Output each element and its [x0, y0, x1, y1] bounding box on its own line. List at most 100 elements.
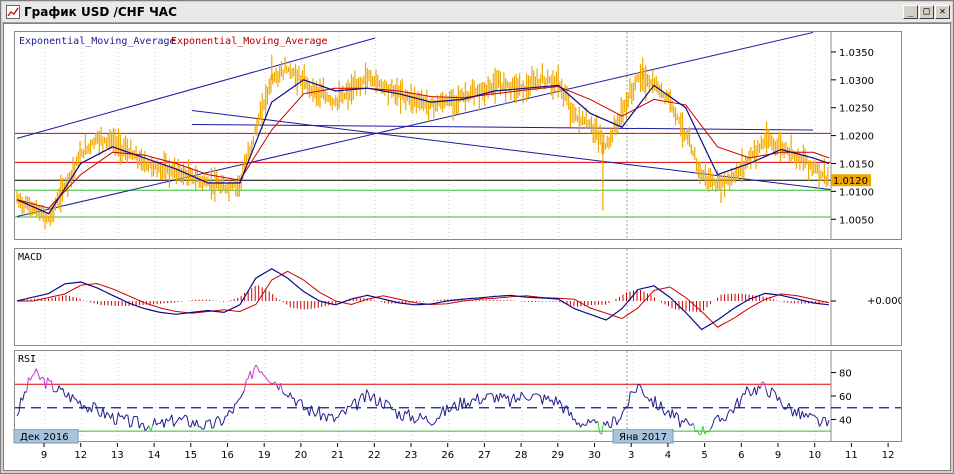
rsi-segment: [263, 374, 266, 378]
rsi-segment: [121, 415, 125, 420]
x-tick-label: 26: [441, 450, 454, 459]
rsi-segment: [654, 396, 658, 410]
rsi-segment: [647, 397, 650, 402]
rsi-segment: [671, 409, 675, 419]
rsi-segment: [459, 397, 463, 410]
rsi-segment: [228, 409, 232, 413]
rsi-segment: [461, 397, 465, 410]
rsi-segment: [410, 415, 413, 422]
rsi-segment: [677, 414, 681, 428]
rsi-segment: [297, 399, 301, 402]
price-tick-label: 1.0050: [839, 215, 874, 226]
rsi-segment: [249, 371, 253, 379]
rsi-segment: [421, 417, 425, 420]
rsi-segment: [136, 416, 140, 429]
rsi-segment: [215, 416, 219, 420]
rsi-segment: [37, 373, 41, 380]
ema-lines: [16, 79, 830, 215]
rsi-segment: [93, 401, 96, 405]
channel-line: [192, 123, 814, 131]
rsi-segment: [450, 405, 454, 411]
rsi-segment: [274, 381, 278, 386]
price-tick-label: 1.0200: [839, 132, 874, 143]
rsi-segment: [494, 394, 498, 403]
rsi-segment: [820, 417, 824, 424]
rsi-segment: [219, 418, 222, 426]
rsi-segment: [200, 426, 203, 430]
x-tick-label: 20: [295, 450, 308, 459]
macd-lines: [16, 267, 830, 331]
rsi-segment: [786, 402, 790, 409]
rsi-segment: [784, 407, 788, 410]
price-panel[interactable]: 1.0350 1.0300 1.0250 1.0200 1.0150 1.0100 1.00…: [14, 31, 902, 240]
rsi-segment: [593, 419, 597, 424]
rsi-segment: [809, 412, 813, 416]
rsi-segment: [39, 376, 43, 380]
rsi-segment: [79, 400, 83, 410]
rsi-segment: [736, 398, 740, 409]
rsi-segment: [748, 390, 752, 397]
rsi-tick-label: 80: [839, 369, 852, 380]
rsi-segment: [801, 411, 805, 418]
rsi-segment: [171, 414, 175, 427]
rsi-segment: [22, 391, 26, 401]
rsi-segment: [734, 398, 738, 405]
rsi-segment: [711, 418, 715, 426]
rsi-segment: [156, 422, 159, 426]
rsi-segment: [306, 408, 310, 416]
rsi-segment: [773, 389, 776, 394]
rsi-segment: [624, 406, 627, 410]
chart-client-area: 1.0350 1.0300 1.0250 1.0200 1.0150 1.0100 1.00…: [3, 23, 951, 471]
rsi-segment: [601, 421, 605, 435]
close-button[interactable]: ✕: [935, 5, 950, 19]
rsi-segment: [524, 397, 528, 401]
rsi-segment: [402, 411, 406, 421]
rsi-segment: [115, 412, 119, 425]
rsi-segment: [440, 406, 444, 414]
rsi-segment: [50, 380, 54, 392]
rsi-segment: [100, 407, 104, 417]
rsi-segment: [331, 413, 335, 423]
title-bar[interactable]: График USD /CHF ЧАС _ □ ✕: [2, 2, 952, 23]
rsi-segment: [326, 413, 329, 422]
rsi-segment: [819, 423, 822, 427]
rsi-segment: [91, 402, 94, 413]
rsi-segment: [585, 419, 589, 426]
minimize-button[interactable]: _: [903, 5, 918, 19]
maximize-button[interactable]: □: [919, 5, 934, 19]
rsi-segment: [717, 414, 721, 422]
rsi-segment: [805, 413, 809, 418]
ema-fast-line: [16, 79, 830, 215]
rsi-segment: [668, 410, 671, 419]
rsi-segment: [480, 398, 484, 404]
rsi-segment: [104, 412, 108, 419]
rsi-segment: [29, 375, 33, 381]
rsi-segment: [582, 423, 585, 426]
rsi-segment: [96, 409, 100, 416]
rsi-segment: [752, 387, 755, 394]
rsi-segment: [618, 418, 622, 421]
rsi-segment: [589, 420, 593, 424]
rsi-segment: [725, 413, 729, 421]
rsi-segment: [562, 405, 566, 414]
rsi-segment: [775, 392, 778, 401]
rsi-segment: [87, 406, 91, 413]
rsi-segment: [429, 422, 432, 426]
rsi-panel[interactable]: 80 60 40 RSI: [14, 350, 902, 442]
rsi-segment: [278, 383, 282, 391]
x-tick-label: 22: [368, 450, 381, 459]
rsi-segment: [394, 409, 398, 419]
rsi-segment: [412, 415, 415, 424]
price-tick-label: 1.0250: [839, 104, 874, 115]
rsi-segment: [790, 408, 794, 417]
macd-panel[interactable]: MACD +0.000: [14, 248, 902, 346]
rsi-segment: [222, 415, 226, 423]
rsi-segment: [209, 419, 213, 429]
rsi-segment: [522, 394, 526, 399]
rsi-segment: [780, 403, 784, 409]
x-tick-label: 10: [808, 450, 821, 459]
rsi-segment: [557, 400, 561, 405]
window-title: График USD /CHF ЧАС: [24, 5, 177, 19]
rsi-segment: [639, 384, 643, 390]
